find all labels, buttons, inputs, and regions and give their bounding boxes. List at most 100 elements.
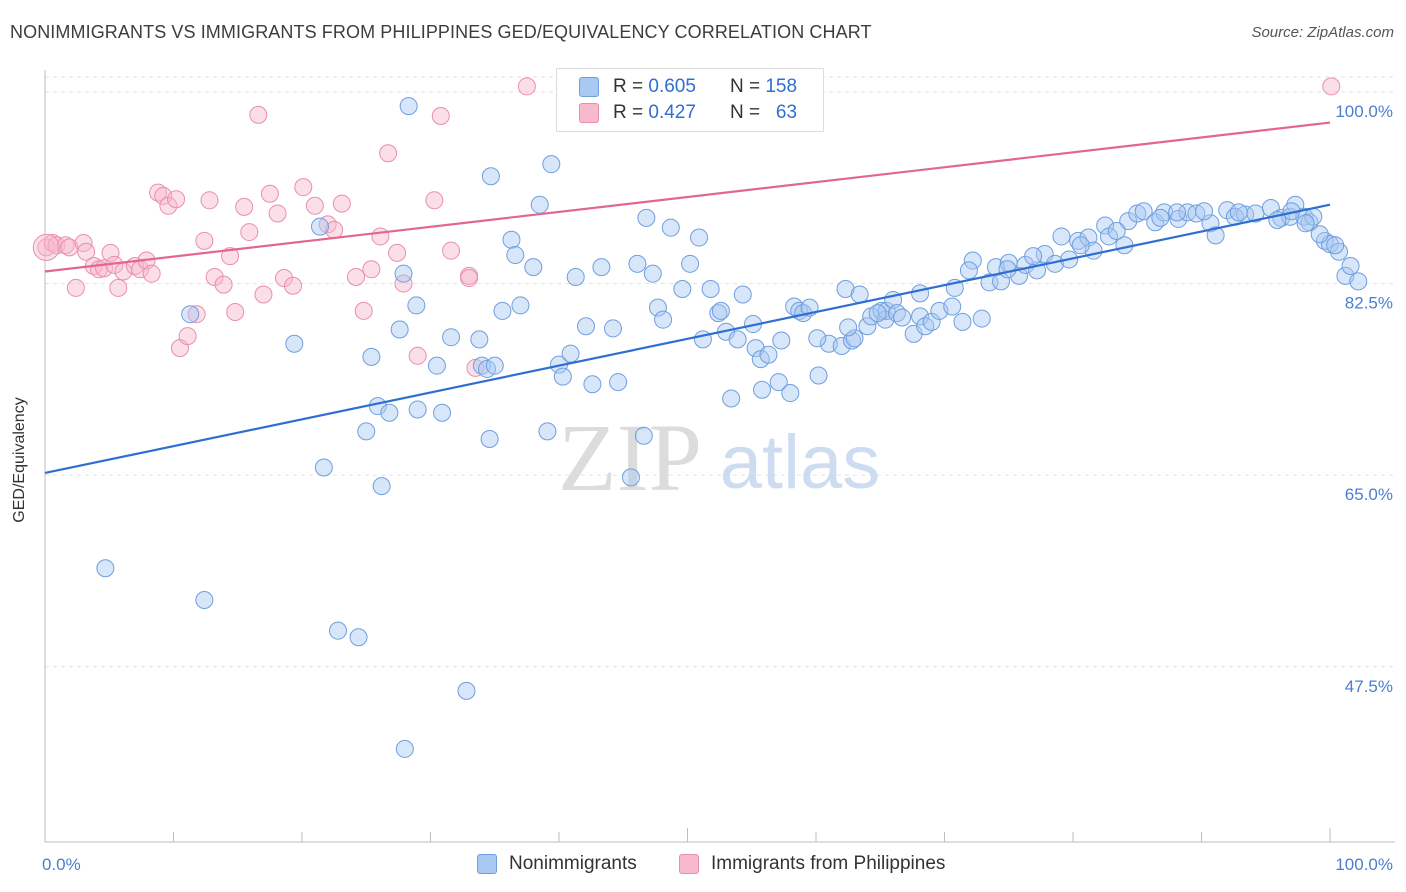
data-point-nonimmigrants — [1229, 203, 1248, 222]
data-point-nonimmigrants — [709, 304, 728, 323]
data-point-nonimmigrants — [654, 310, 673, 329]
data-point-nonimmigrants — [380, 403, 399, 422]
source-label: Source: ZipAtlas.com — [1251, 24, 1394, 41]
data-point-nonimmigrants — [769, 373, 788, 392]
y-tick-label: 100.0% — [1335, 102, 1393, 121]
data-point-nonimmigrants — [603, 319, 622, 338]
data-point-nonimmigrants — [506, 246, 525, 265]
n-label: N = — [729, 102, 761, 123]
data-point-immigrants — [294, 178, 313, 197]
r-value: 0.605 — [648, 76, 696, 97]
legend-row-immigrants: R = 0.427 N = 63 — [579, 100, 797, 126]
data-point-nonimmigrants — [701, 280, 720, 299]
legend-swatch-pink — [679, 854, 699, 874]
data-point-immigrants — [249, 105, 268, 124]
data-point-nonimmigrants — [637, 208, 656, 227]
data-point-immigrants — [354, 301, 373, 320]
data-point-nonimmigrants — [845, 329, 864, 348]
data-point-nonimmigrants — [511, 296, 530, 315]
data-point-nonimmigrants — [314, 458, 333, 477]
data-point-immigrants — [221, 247, 240, 266]
data-point-nonimmigrants — [1052, 227, 1071, 246]
data-point-nonimmigrants — [661, 218, 680, 237]
data-point-nonimmigrants — [911, 307, 930, 326]
data-point-nonimmigrants — [1349, 272, 1368, 291]
r-label: R = — [613, 102, 644, 123]
data-point-nonimmigrants — [953, 312, 972, 331]
data-point-nonimmigrants — [502, 230, 521, 249]
data-point-nonimmigrants — [1218, 201, 1237, 220]
data-point-nonimmigrants — [1195, 202, 1214, 221]
data-point-immigrants — [200, 191, 219, 210]
legend-swatch-blue — [477, 854, 497, 874]
data-point-immigrants — [1322, 77, 1341, 96]
data-point-nonimmigrants — [395, 739, 414, 758]
data-point-nonimmigrants — [592, 258, 611, 277]
data-point-nonimmigrants — [481, 167, 500, 186]
data-point-immigrants — [260, 184, 279, 203]
data-point-nonimmigrants — [181, 305, 200, 324]
data-point-nonimmigrants — [728, 330, 747, 349]
data-point-nonimmigrants — [524, 258, 543, 277]
stats-legend: R = 0.605 N = 158 R = 0.427 N = 63 — [556, 68, 824, 132]
series-nonimmigrants — [96, 97, 1368, 758]
data-point-immigrants — [388, 243, 407, 262]
data-point-nonimmigrants — [390, 320, 409, 339]
data-point-nonimmigrants — [566, 267, 585, 286]
data-point-immigrants — [379, 144, 398, 163]
data-point-nonimmigrants — [690, 228, 709, 247]
data-point-immigrants — [187, 305, 206, 324]
data-point-nonimmigrants — [553, 367, 572, 386]
data-point-immigrants — [235, 197, 254, 216]
data-point-nonimmigrants — [1151, 208, 1170, 227]
data-point-immigrants — [268, 204, 287, 223]
data-point-nonimmigrants — [493, 301, 512, 320]
data-point-immigrants — [32, 233, 60, 261]
data-point-nonimmigrants — [362, 347, 381, 366]
data-point-nonimmigrants — [583, 375, 602, 394]
data-point-nonimmigrants — [1206, 226, 1225, 245]
legend-swatch-pink — [579, 103, 599, 123]
data-point-nonimmigrants — [530, 195, 549, 214]
data-point-nonimmigrants — [1134, 202, 1153, 221]
data-point-immigrants — [159, 196, 178, 215]
data-point-nonimmigrants — [868, 304, 887, 323]
trend-line-nonimmigrants — [44, 203, 1331, 475]
data-point-nonimmigrants — [394, 264, 413, 283]
watermark-atlas: atlas — [720, 420, 881, 505]
data-point-nonimmigrants — [839, 318, 858, 337]
data-point-nonimmigrants — [759, 345, 778, 364]
data-point-nonimmigrants — [485, 356, 504, 375]
data-point-nonimmigrants — [538, 422, 557, 441]
data-point-nonimmigrants — [722, 389, 741, 408]
data-point-nonimmigrants — [328, 621, 347, 640]
data-point-immigrants — [66, 278, 85, 297]
data-point-nonimmigrants — [457, 681, 476, 700]
data-point-nonimmigrants — [648, 298, 667, 317]
data-point-nonimmigrants — [472, 356, 491, 375]
n-value: 158 — [765, 76, 798, 97]
data-point-nonimmigrants — [96, 559, 115, 578]
data-point-nonimmigrants — [357, 422, 376, 441]
r-label: R = — [613, 76, 644, 97]
data-point-immigrants — [205, 267, 224, 286]
data-point-immigrants — [214, 275, 233, 294]
gridlines — [45, 76, 1395, 668]
data-point-nonimmigrants — [1168, 203, 1187, 222]
data-point-nonimmigrants — [850, 285, 869, 304]
data-point-immigrants — [254, 285, 273, 304]
data-point-nonimmigrants — [399, 97, 418, 116]
data-point-nonimmigrants — [1187, 204, 1206, 223]
data-point-nonimmigrants — [310, 217, 329, 236]
data-point-immigrants — [408, 346, 427, 365]
data-point-immigrants — [431, 106, 450, 125]
data-point-immigrants — [226, 303, 245, 322]
data-point-immigrants — [77, 242, 96, 261]
tick-labels: 47.5% 65.0% 82.5% 100.0% 0.0% 100.0% — [42, 102, 1393, 874]
data-point-nonimmigrants — [943, 297, 962, 316]
y-tick-label: 65.0% — [1345, 485, 1393, 504]
data-point-nonimmigrants — [427, 356, 446, 375]
legend-swatch-blue — [579, 77, 599, 97]
data-point-nonimmigrants — [836, 280, 855, 299]
data-point-immigrants — [109, 278, 128, 297]
